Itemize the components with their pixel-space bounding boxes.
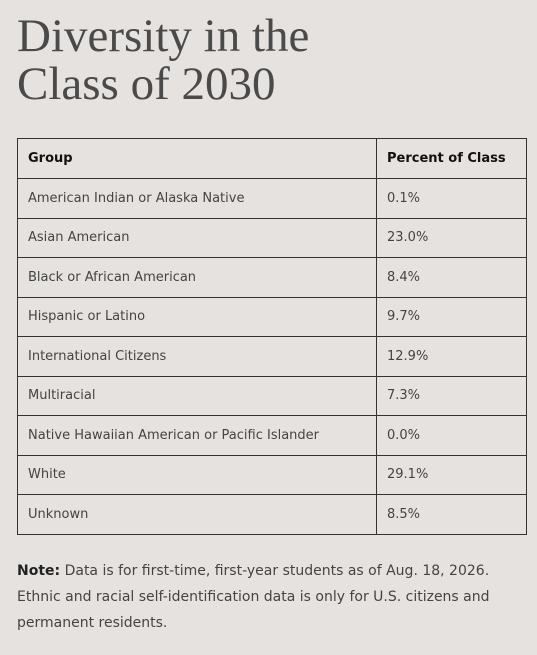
group-cell: Multiracial [17, 375, 377, 416]
group-cell: Black or African American [17, 257, 377, 298]
percent-cell: 23.0% [376, 217, 527, 258]
column-header: Percent of Class [376, 138, 527, 179]
percent-cell: 12.9% [376, 336, 527, 377]
note: Note: Data is for first-time, first-year… [17, 558, 522, 636]
percent-cell: 29.1% [376, 454, 527, 495]
group-cell: International Citizens [17, 336, 377, 377]
group-cell: Native Hawaiian American or Pacific Isla… [17, 415, 377, 456]
percent-cell: 9.7% [376, 296, 527, 337]
group-cell: White [17, 454, 377, 495]
percent-cell: 8.5% [376, 494, 527, 535]
percent-cell: 8.4% [376, 257, 527, 298]
data-table: Group Percent of Class American Indian or… [17, 138, 527, 535]
table-row: Native Hawaiian American or Pacific Isla… [17, 415, 527, 456]
header-row: Group Percent of Class [17, 138, 527, 179]
group-cell: American Indian or Alaska Native [17, 178, 377, 219]
group-cell: Hispanic or Latino [17, 296, 377, 337]
table-row: Black or African American 8.4% [17, 257, 527, 298]
table-row: Asian American 23.0% [17, 217, 527, 258]
table-row: Multiracial 7.3% [17, 375, 527, 416]
note-label: Note: [17, 563, 61, 579]
table-row: American Indian or Alaska Native 0.1% [17, 178, 527, 219]
group-cell: Asian American [17, 217, 377, 258]
table-row: Unknown 8.5% [17, 494, 527, 535]
table-row: Hispanic or Latino 9.7% [17, 296, 527, 337]
percent-cell: 7.3% [376, 375, 527, 416]
column-header: Group [17, 138, 377, 179]
table-row: International Citizens 12.9% [17, 336, 527, 377]
group-cell: Unknown [17, 494, 377, 535]
table-head: Group Percent of Class [17, 138, 527, 179]
title: Diversity in the Class of 2030 [17, 10, 310, 110]
table-row: White 29.1% [17, 454, 527, 495]
percent-cell: 0.0% [376, 415, 527, 456]
table-body: American Indian or Alaska Native 0.1% Asia… [17, 178, 527, 535]
note-text: Data is for first-time, first-year stude… [17, 563, 490, 631]
percent-cell: 0.1% [376, 178, 527, 219]
